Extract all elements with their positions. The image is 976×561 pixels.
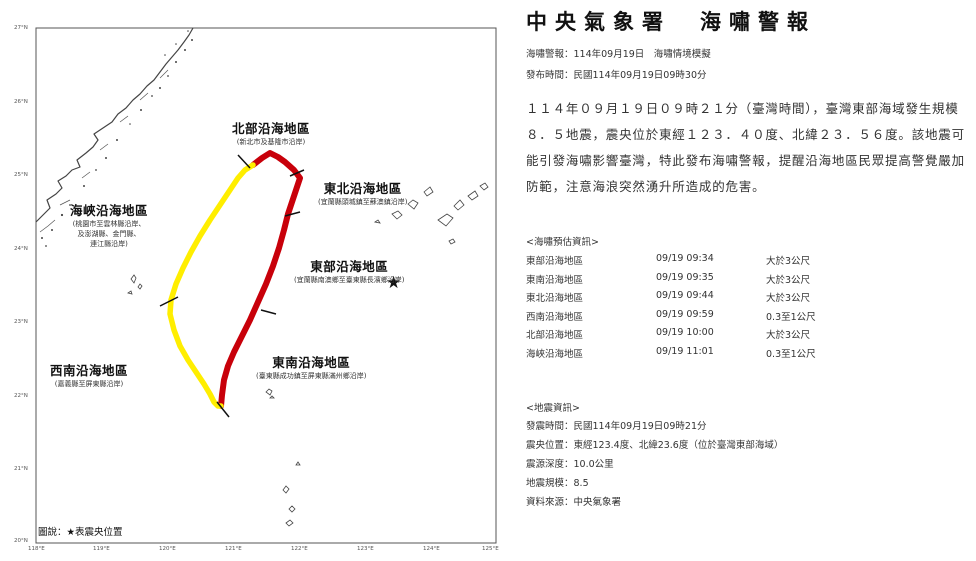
wave-height: 0.3至1公尺 [766,311,816,323]
lon-tick: 123°E [357,546,374,552]
zone-subtitle: (臺東縣成功鎮至屏東縣滿州鄉沿岸) [256,372,367,380]
quake-magnitude: 地震規模：8.5 [526,478,589,489]
table-row: 西南沿海地區 09/19 09:59 0.3至1公尺 [526,309,946,328]
arrival-region: 東部沿海地區 [526,256,584,267]
zone-name: 東南沿海地區 [272,355,351,370]
lat-tick: 26°N [14,99,28,105]
arrival-heading: <海嘯預估資訊> [526,237,599,248]
zone-label-southeast: 東南沿海地區 (臺東縣成功鎮至屏東縣滿州鄉沿岸) [256,352,366,381]
arrival-table: 東部沿海地區 09/19 09:34 大於3公尺 東南沿海地區 09/19 09… [526,253,946,365]
lon-tick: 121°E [225,546,242,552]
bulletin-issue-time: 發布時間：民國114年09月19日09時30分 [526,70,707,81]
zone-label-northeast: 東北沿海地區 (宜蘭縣頭城鎮至蘇澳鎮沿岸) [318,178,407,207]
lat-tick: 25°N [14,172,28,178]
zone-name: 北部沿海地區 [232,121,311,136]
wave-height: 大於3公尺 [766,293,811,305]
lon-tick: 122°E [291,546,308,552]
bulletin-panel: 中央氣象署 海嘯警報 海嘯警報：114年09月19日 海嘯情境模擬 發布時間：民… [522,0,970,561]
zone-subtitle: (宜蘭縣南澳鄉至臺東縣長濱鄉沿岸) [294,276,405,284]
quake-epicenter: 震央位置：東經123.4度、北緯23.6度（位於臺灣東部海域） [526,440,784,451]
zone-subtitle: (宜蘭縣頭城鎮至蘇澳鎮沿岸) [318,198,408,206]
zone-label-east: 東部沿海地區 (宜蘭縣南澳鄉至臺東縣長濱鄉沿岸) [294,256,404,285]
bulletin-type-line: 海嘯警報：114年09月19日 海嘯情境模擬 [526,49,711,60]
lat-tick: 20°N [14,538,28,544]
china-coastline [35,27,194,223]
lon-tick: 125°E [482,546,499,552]
epicenter-star-icon: ★ [386,273,401,293]
quake-origin-time: 發震時間：民國114年09月19日09時21分 [526,421,707,432]
legend-prefix: 圖說： [38,527,67,538]
zone-label-north: 北部沿海地區 (新北市及基隆市沿岸) [232,118,310,147]
wave-height: 0.3至1公尺 [766,348,816,360]
tsunami-map: ★ 27°N 26°N 25°N 24°N 23°N 22°N 21°N 20°… [14,25,499,552]
lat-tick: 22°N [14,393,28,399]
arrival-region: 海峽沿海地區 [526,348,584,360]
quake-heading: <地震資訊> [526,403,580,414]
southern-islets [265,388,301,527]
ryukyu-islands [373,182,489,245]
arrival-time: 09/19 09:35 [656,271,714,283]
zone-label-southwest: 西南沿海地區 (嘉義縣至屏東縣沿岸) [50,360,128,389]
zone-name: 海峽沿海地區 [70,203,149,218]
zone-subtitle: 及澎湖縣、金門縣、 [77,230,141,238]
zone-subtitle: (新北市及基隆市沿岸) [236,138,306,146]
lat-tick: 23°N [14,319,28,325]
lon-tick: 118°E [28,546,45,552]
lon-tick: 119°E [93,546,110,552]
arrival-region: 東北沿海地區 [526,293,584,305]
legend-star-icon: ★ [66,527,76,538]
zone-name: 東北沿海地區 [323,181,402,196]
taiwan-east-coast [218,150,303,409]
zone-name: 西南沿海地區 [50,363,129,378]
zone-subtitle: (嘉義縣至屏東縣沿岸) [54,380,124,388]
map-canvas: ★ [35,27,497,544]
coastal-islands [41,30,193,247]
arrival-region: 西南沿海地區 [526,311,584,323]
arrival-time: 09/19 11:01 [656,345,714,357]
arrival-region: 東南沿海地區 [526,274,584,286]
zone-name: 東部沿海地區 [310,259,389,274]
zone-dividers [159,154,305,418]
table-row: 海峽沿海地區 09/19 11:01 0.3至1公尺 [526,346,946,365]
arrival-time: 09/19 09:34 [656,253,714,264]
lat-tick: 21°N [14,466,28,472]
lon-tick: 124°E [423,546,440,552]
china-coast-detail [39,69,169,233]
table-row: 東南沿海地區 09/19 09:35 大於3公尺 [526,272,946,291]
wave-height: 大於3公尺 [766,330,811,342]
quake-info: 發震時間：民國114年09月19日09時21分 震央位置：東經123.4度、北緯… [526,418,970,513]
zone-subtitle: (桃園市至雲林縣沿岸、 [72,220,146,228]
wave-height: 大於3公尺 [766,274,811,286]
arrival-time: 09/19 09:59 [656,308,714,320]
lon-tick: 120°E [159,546,176,552]
bulletin-title: 中央氣象署 海嘯警報 [526,9,816,34]
table-row: 北部沿海地區 09/19 10:00 大於3公尺 [526,327,946,346]
arrival-region: 北部沿海地區 [526,330,584,342]
lat-tick: 27°N [14,25,28,31]
bulletin-body: １１４年０９月１９日０９時２１分（臺灣時間），臺灣東部海域發生規模８．５地震，震… [526,101,965,194]
table-row: 東部沿海地區 09/19 09:34 大於3公尺 [526,253,946,272]
zone-subtitle: 連江縣沿岸) [90,240,128,248]
zone-label-strait: 海峽沿海地區 (桃園市至雲林縣沿岸、 及澎湖縣、金門縣、 連江縣沿岸) [70,200,148,249]
table-row: 東北沿海地區 09/19 09:44 大於3公尺 [526,290,946,309]
lat-tick: 24°N [14,246,28,252]
quake-depth: 震源深度：10.0公里 [526,459,614,470]
legend-text: 表震央位置 [75,527,123,538]
quake-source: 資料來源：中央氣象署 [526,497,622,508]
map-legend: 圖說：★表震央位置 [38,524,123,538]
wave-height: 大於3公尺 [766,256,811,267]
arrival-time: 09/19 09:44 [656,290,714,302]
penghu-islands [127,274,143,295]
arrival-time: 09/19 10:00 [656,327,714,339]
